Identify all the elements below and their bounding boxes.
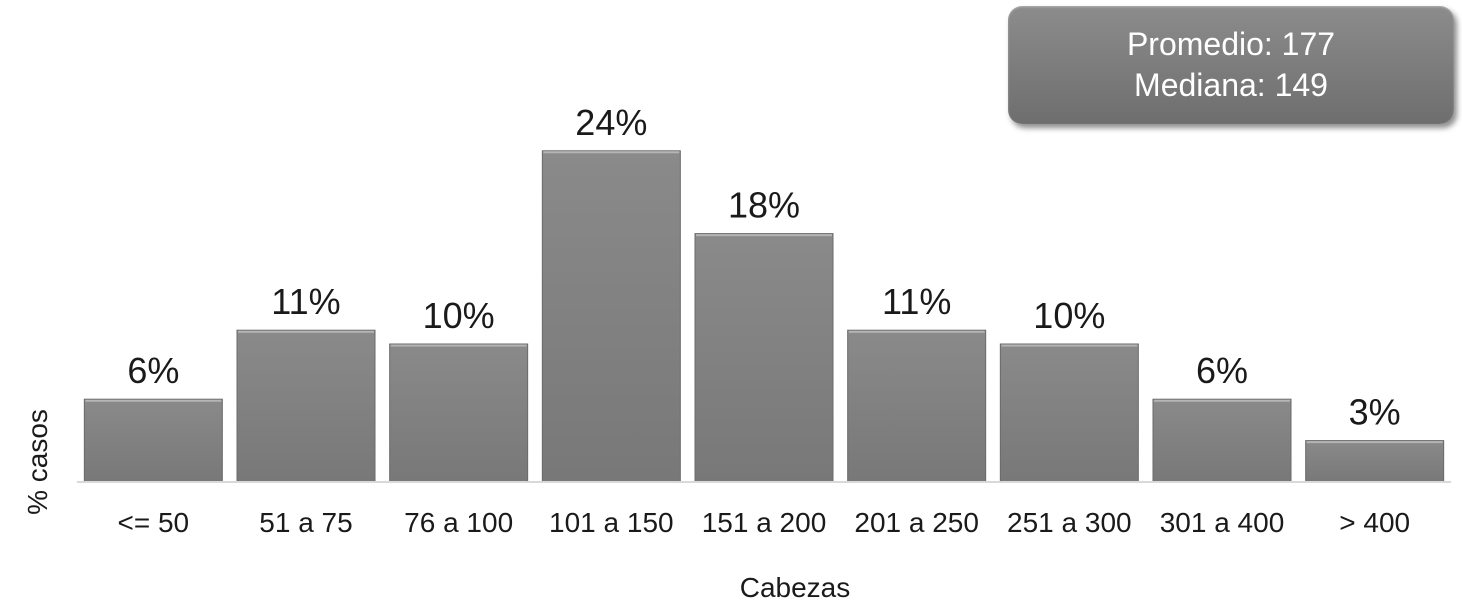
value-label-5: 18% bbox=[728, 185, 800, 226]
bar-5 bbox=[694, 233, 834, 483]
bar-7 bbox=[999, 343, 1139, 483]
bars-group: 6% <= 50 11% 51 a 75 10% 76 a 100 24% 101 a 150… bbox=[83, 102, 1445, 538]
x-tick-label-6: 201 a 250 bbox=[854, 507, 979, 538]
x-tick-label-4: 101 a 150 bbox=[549, 507, 674, 538]
value-label-9: 3% bbox=[1349, 392, 1401, 433]
x-tick-label-7: 251 a 300 bbox=[1007, 507, 1132, 538]
value-label-4: 24% bbox=[575, 102, 647, 143]
bar-6 bbox=[847, 329, 987, 483]
value-label-6: 11% bbox=[882, 281, 951, 322]
bar-2 bbox=[236, 329, 376, 483]
bar-9 bbox=[1305, 440, 1445, 483]
x-tick-label-3: 76 a 100 bbox=[404, 507, 513, 538]
x-tick-label-1: <= 50 bbox=[118, 507, 190, 538]
x-tick-label-2: 51 a 75 bbox=[259, 507, 352, 538]
median-label: Mediana: 149 bbox=[1134, 67, 1328, 103]
summary-stats-box: Promedio: 177 Mediana: 149 bbox=[1008, 6, 1454, 124]
bar-8 bbox=[1152, 398, 1292, 483]
average-label: Promedio: 177 bbox=[1126, 26, 1336, 62]
value-label-3: 10% bbox=[423, 295, 495, 336]
x-tick-label-9: > 400 bbox=[1339, 507, 1410, 538]
bar-1 bbox=[83, 398, 223, 483]
y-axis-label: % casos bbox=[22, 409, 53, 515]
value-label-1: 6% bbox=[127, 350, 179, 391]
value-label-7: 10% bbox=[1033, 295, 1105, 336]
value-label-8: 6% bbox=[1196, 350, 1248, 391]
bar-3 bbox=[389, 343, 529, 483]
x-tick-label-8: 301 a 400 bbox=[1160, 507, 1285, 538]
value-label-2: 11% bbox=[271, 281, 340, 322]
x-axis-label: Cabezas bbox=[739, 572, 851, 603]
bar-4 bbox=[541, 150, 681, 483]
x-tick-label-5: 151 a 200 bbox=[702, 507, 827, 538]
